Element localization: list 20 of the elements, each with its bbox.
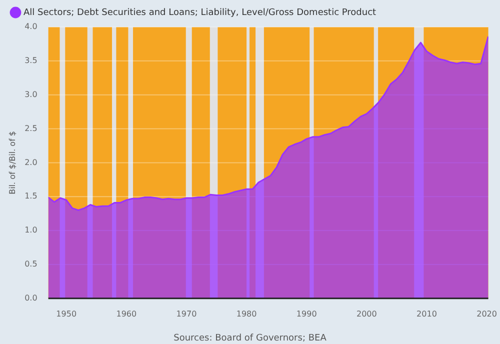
x-tick-label: 1980 xyxy=(236,309,257,318)
y-axis-title: Bil. of $/Bil. of $ xyxy=(8,130,17,194)
y-tick-label: 2.0 xyxy=(24,158,38,167)
y-tick-label: 3.5 xyxy=(24,56,38,66)
x-tick-label: 1960 xyxy=(116,309,137,318)
y-tick-label: 0.0 xyxy=(24,293,38,302)
x-tick-label: 2020 xyxy=(476,309,497,318)
y-tick-label: 1.5 xyxy=(24,192,38,201)
y-tick-label: 0.5 xyxy=(24,260,38,269)
x-tick-label: 1950 xyxy=(56,309,77,318)
x-tick-label: 2010 xyxy=(416,309,437,318)
x-tick-label: 1970 xyxy=(176,309,197,318)
y-tick-label: 3.0 xyxy=(24,90,38,99)
legend-label: All Sectors; Debt Securities and Loans; Liability, Level/Gross Domestic Product xyxy=(24,8,377,18)
y-tick-label: 2.5 xyxy=(24,124,38,133)
y-tick-label: 1.0 xyxy=(24,226,38,235)
y-tick-label: 4.0 xyxy=(24,22,38,32)
x-tick-label: 2000 xyxy=(356,309,377,318)
x-tick-label: 1990 xyxy=(296,309,317,318)
source-note: Sources: Board of Governors; BEA xyxy=(174,333,328,344)
